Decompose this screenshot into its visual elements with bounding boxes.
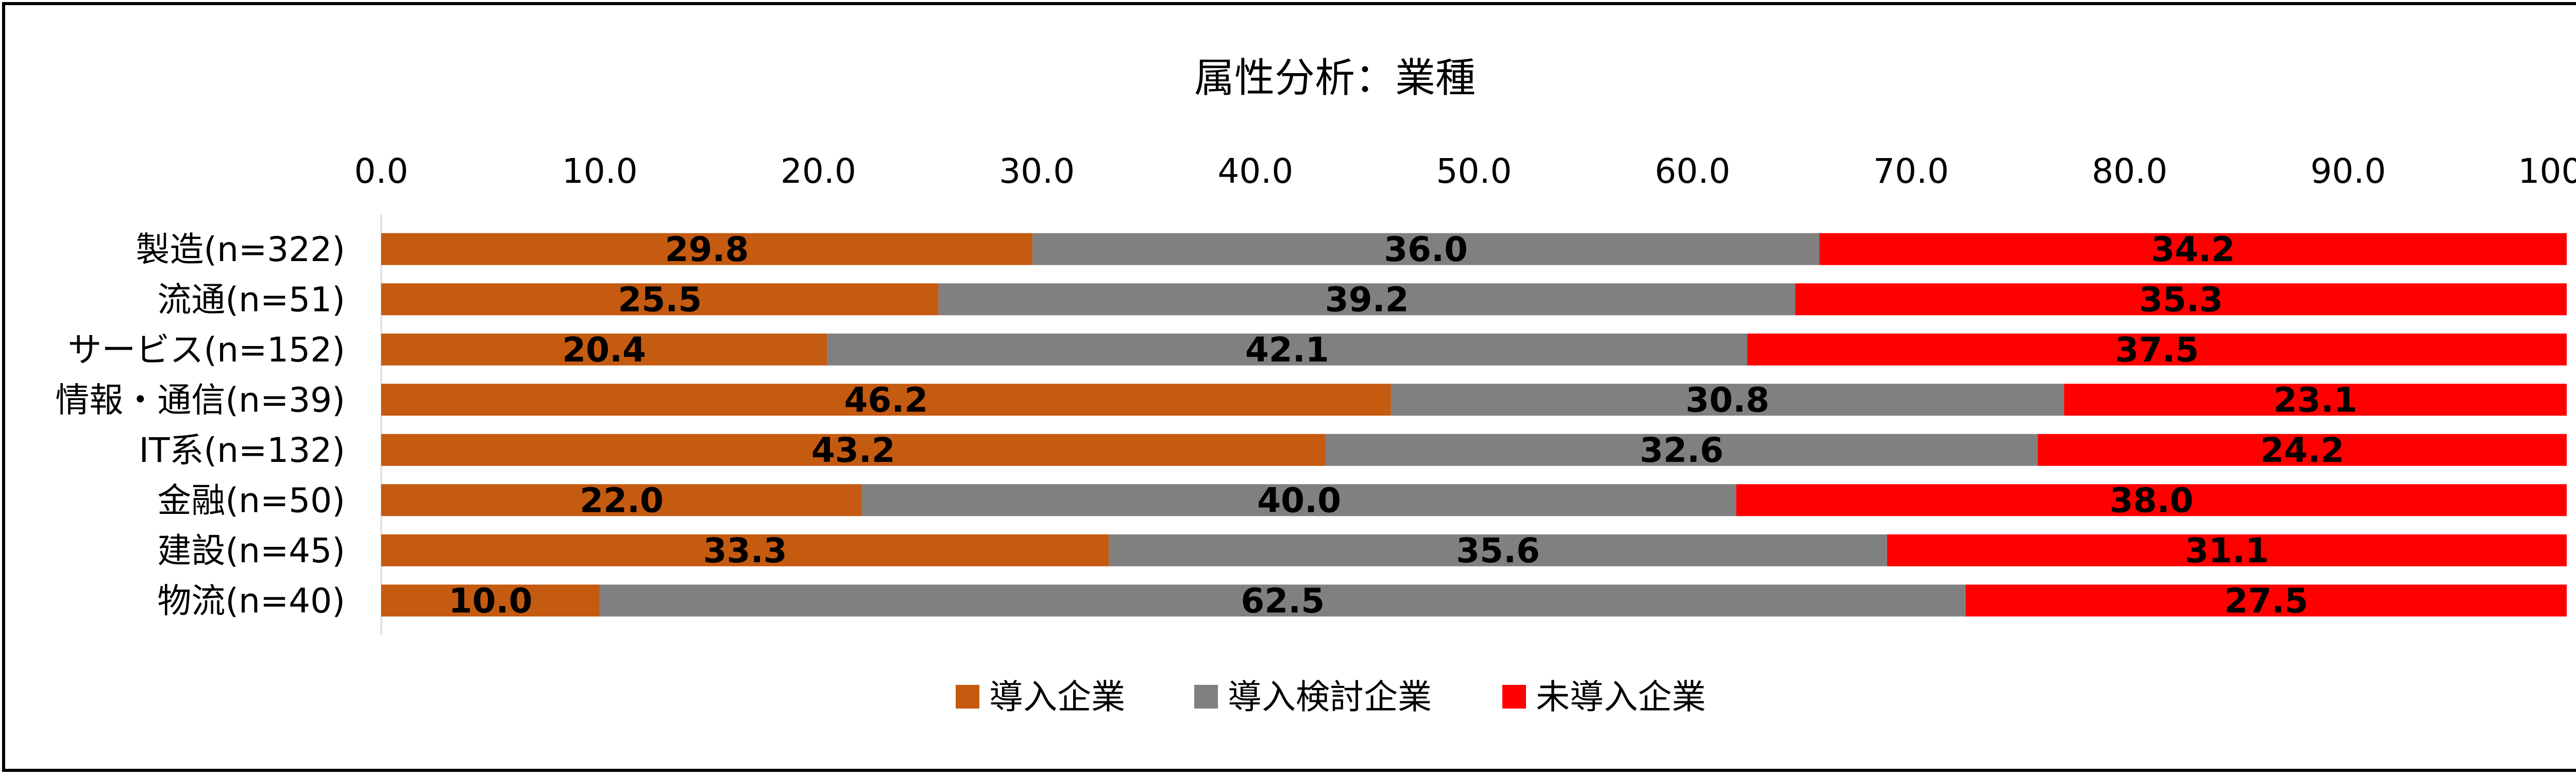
x-tick-label: 20.0 — [781, 151, 856, 191]
legend-swatch — [1502, 685, 1526, 709]
x-tick-label: 50.0 — [1436, 151, 1512, 191]
category-label: 物流(n=40) — [157, 581, 345, 620]
category-label: サービス(n=152) — [67, 330, 345, 370]
bar-segment — [862, 484, 1737, 516]
bar-segment — [381, 384, 1391, 416]
data-label: 37.5 — [2115, 330, 2199, 370]
data-label: 33.3 — [703, 531, 787, 571]
bars — [381, 233, 2567, 617]
bar-segment — [1819, 233, 2567, 265]
bar-segment — [2038, 434, 2567, 466]
data-label: 23.1 — [2274, 380, 2358, 420]
data-label: 62.5 — [1241, 581, 1325, 620]
data-label: 40.0 — [1257, 480, 1341, 520]
bar-segment — [600, 584, 1966, 617]
x-tick-label: 80.0 — [2092, 151, 2167, 191]
data-label: 29.8 — [665, 230, 749, 269]
data-label: 32.6 — [1640, 430, 1724, 470]
data-label: 20.4 — [562, 330, 646, 370]
bar-segment — [1736, 484, 2567, 516]
data-label: 43.2 — [811, 430, 895, 470]
bar-segment — [381, 333, 827, 366]
bar-segment — [381, 434, 1326, 466]
x-tick-label: 90.0 — [2310, 151, 2386, 191]
bar-segment — [1965, 584, 2567, 617]
chart-title: 属性分析：業種 — [1194, 55, 1476, 101]
data-label: 34.2 — [2151, 230, 2235, 269]
category-label: 金融(n=50) — [157, 480, 345, 520]
data-label: 42.1 — [1245, 330, 1329, 370]
bar-segment — [1109, 534, 1887, 566]
bar-segment — [827, 333, 1748, 366]
data-label: 24.2 — [2260, 430, 2344, 470]
category-label: 建設(n=45) — [157, 531, 345, 571]
legend-swatch — [956, 685, 979, 709]
bar-segment — [1887, 534, 2567, 566]
data-label: 30.8 — [1686, 380, 1770, 420]
data-label: 35.3 — [2139, 280, 2223, 319]
data-label: 10.0 — [449, 581, 533, 620]
x-tick-label: 70.0 — [1873, 151, 1949, 191]
data-label: 38.0 — [2110, 480, 2194, 520]
bar-segment — [1391, 384, 2064, 416]
x-tick-label: 10.0 — [562, 151, 638, 191]
data-label: 27.5 — [2224, 581, 2308, 620]
bar-segment — [938, 283, 1795, 316]
data-label: 36.0 — [1384, 230, 1468, 269]
category-label: 情報・通信(n=39) — [55, 380, 345, 420]
bar-segment — [1325, 434, 2038, 466]
legend-label: 導入検討企業 — [1228, 677, 1432, 717]
data-label: 22.0 — [580, 480, 664, 520]
bar-segment — [381, 534, 1109, 566]
data-label: 46.2 — [844, 380, 928, 420]
data-label: 39.2 — [1325, 280, 1409, 319]
bar-segment — [2064, 384, 2567, 416]
x-tick-label: 40.0 — [1217, 151, 1293, 191]
bar-segment — [381, 484, 862, 516]
x-tick-label: 0.0 — [354, 151, 409, 191]
data-label: 25.5 — [618, 280, 702, 319]
x-tick-label: 30.0 — [999, 151, 1075, 191]
bar-segment — [1032, 233, 1820, 265]
legend-label: 未導入企業 — [1536, 677, 1706, 717]
x-tick-label: 60.0 — [1655, 151, 1731, 191]
legend-label: 導入企業 — [989, 677, 1125, 717]
category-label: IT系(n=132) — [139, 430, 345, 470]
x-axis-ticks: 0.0 10.0 20.0 30.0 40.0 50.0 60.0 70.0 80.0 90.0 1… — [354, 151, 2576, 191]
data-labels: 29.8 36.0 34.2 25.5 39.2 35.3 20.4 42.1 37.5 46.2… — [449, 230, 2358, 621]
bar-segment — [1795, 283, 2567, 316]
category-labels: 製造(n=322) 流通(n=51) サービス(n=152) 情報・通信(n=39) I… — [55, 230, 345, 621]
category-label: 流通(n=51) — [157, 280, 345, 319]
bar-segment — [381, 233, 1033, 265]
bar-segment — [381, 283, 939, 316]
legend-swatch — [1194, 685, 1218, 709]
data-label: 31.1 — [2185, 531, 2269, 571]
bar-segment — [381, 584, 600, 617]
bar-segment — [1747, 333, 2567, 366]
data-label: 35.6 — [1456, 531, 1540, 571]
legend: 導入企業 導入検討企業 未導入企業 — [956, 677, 1706, 717]
category-label: 製造(n=322) — [135, 230, 345, 269]
x-tick-label: 100.0 — [2518, 151, 2576, 191]
